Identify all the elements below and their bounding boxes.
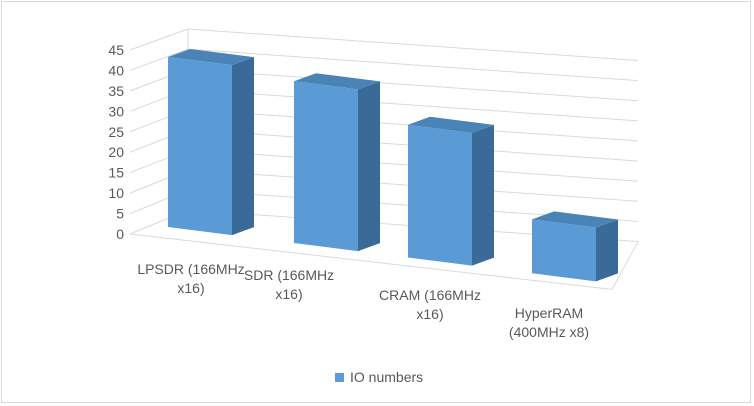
y-tick-label: 35 [108, 83, 124, 99]
y-tick-label: 10 [108, 185, 124, 201]
bar [408, 124, 472, 266]
legend: IO numbers [335, 368, 423, 386]
bar [168, 57, 232, 236]
y-tick-label: 20 [108, 144, 124, 160]
x-tick-label: SDR (166MHz [244, 267, 334, 283]
x-tick-label: CRAM (166MHz [379, 287, 481, 303]
bar-top [168, 49, 254, 66]
x-tick-label: (400MHz x8) [509, 324, 589, 340]
legend-swatch [335, 372, 344, 382]
y-tick-label: 0 [116, 226, 124, 242]
y-tick-label: 30 [108, 103, 124, 119]
bar [294, 81, 358, 252]
legend-label: IO numbers [350, 369, 424, 385]
bar-top [532, 211, 618, 228]
gridline-side [129, 48, 189, 71]
bar-top [408, 116, 494, 133]
gridline-back [187, 88, 639, 122]
x-tick-label: HyperRAM [515, 305, 583, 321]
gridline-side [129, 28, 189, 51]
y-tick-label: 5 [116, 206, 124, 222]
bar-side [596, 219, 618, 282]
gridline-back [187, 68, 639, 102]
gridline-back [187, 28, 639, 61]
x-tick-label: x16) [416, 306, 443, 322]
floor-right-edge [611, 241, 639, 290]
y-tick-label: 25 [108, 124, 124, 140]
bar-side [358, 81, 380, 252]
y-tick-label: 45 [108, 42, 124, 58]
bar-side [472, 124, 494, 266]
x-tick-label: LPSDR (166MHz [137, 261, 244, 277]
floor-front-edge [129, 233, 613, 290]
gridline-back [187, 48, 639, 82]
y-tick-label: 15 [108, 165, 124, 181]
bar [532, 219, 596, 282]
x-tick-label: x16) [275, 286, 302, 302]
x-tick-label: x16) [177, 280, 204, 296]
bar-top [294, 73, 380, 90]
bar-side [232, 57, 254, 236]
y-tick-label: 40 [108, 62, 124, 78]
